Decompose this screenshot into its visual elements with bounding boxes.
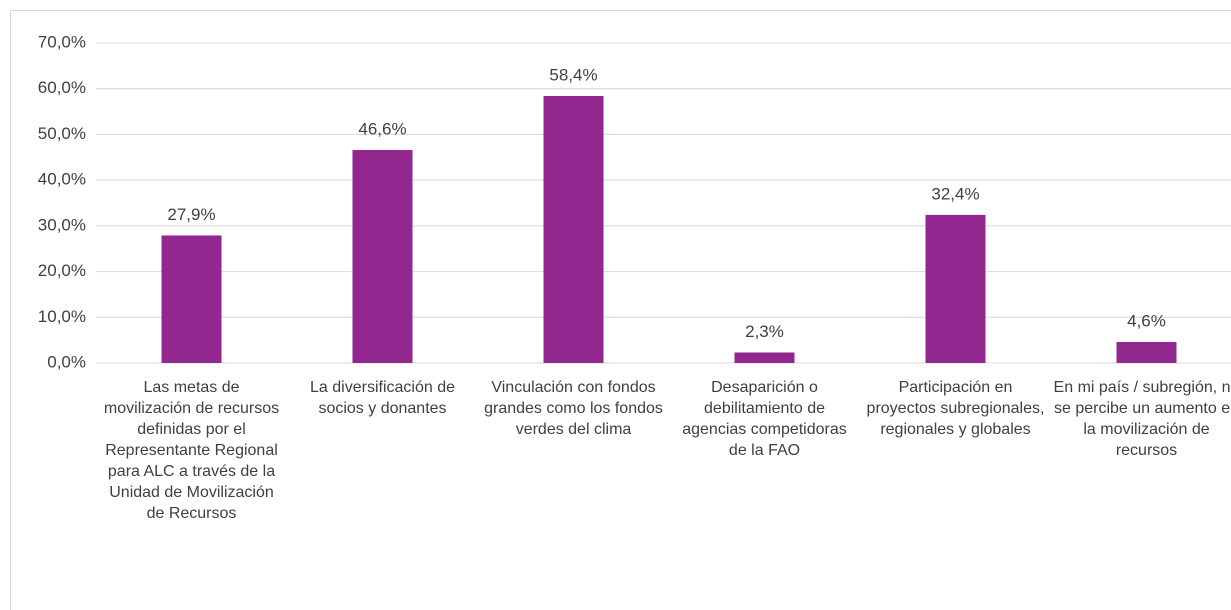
- y-tick-label: 70,0%: [38, 32, 86, 51]
- chart-frame: [10, 10, 1231, 610]
- x-tick-label: Desaparición o debilitamiento de agencia…: [682, 379, 847, 459]
- bar: [161, 235, 222, 363]
- data-label: 46,6%: [358, 119, 406, 138]
- data-label: 2,3%: [745, 322, 784, 341]
- x-tick-label: Vinculación con fondos grandes como los …: [484, 379, 663, 438]
- x-tick-label: En mi país / subregión, no se percibe un…: [1053, 379, 1231, 459]
- data-label: 32,4%: [931, 184, 979, 203]
- y-tick-label: 60,0%: [38, 78, 86, 97]
- y-tick-label: 20,0%: [38, 261, 86, 280]
- x-tick-label: Las metas de movilización de recursos de…: [103, 379, 280, 522]
- x-tick-label: Participación en proyectos subregionales…: [866, 379, 1045, 438]
- y-tick-label: 40,0%: [38, 170, 86, 189]
- bar: [734, 352, 795, 363]
- data-label: 58,4%: [549, 66, 597, 85]
- data-label: 4,6%: [1127, 311, 1166, 330]
- y-tick-label: 30,0%: [38, 215, 86, 234]
- data-label: 27,9%: [167, 205, 215, 224]
- bar: [543, 96, 604, 364]
- bar: [352, 149, 413, 363]
- x-tick-label: La diversificación de socios y donantes: [310, 379, 455, 417]
- bar: [1116, 341, 1177, 363]
- y-tick-label: 0,0%: [47, 352, 86, 371]
- y-tick-label: 50,0%: [38, 124, 86, 143]
- bar: [925, 214, 986, 363]
- y-tick-label: 10,0%: [38, 307, 86, 326]
